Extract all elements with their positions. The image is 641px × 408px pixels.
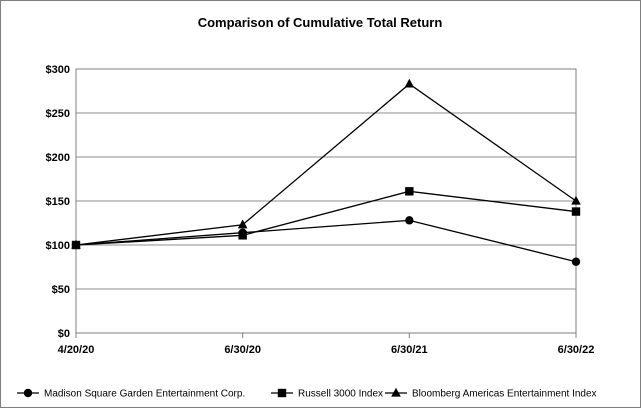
y-tick-label: $250 <box>46 108 70 120</box>
data-point-circle <box>405 216 414 225</box>
legend-item: Madison Square Garden Entertainment Corp… <box>17 389 245 400</box>
y-tick-label: $100 <box>46 240 70 252</box>
y-tick-label: $300 <box>46 64 70 76</box>
grid-lines <box>76 112 576 290</box>
series-line <box>75 219 577 263</box>
legend: Madison Square Garden Entertainment Corp… <box>17 387 597 400</box>
x-axis-tick-labels: 4/20/20 6/30/20 6/30/21 6/30/22 <box>58 333 595 356</box>
data-point-triangle <box>237 219 248 229</box>
legend-marker-circle <box>23 388 33 398</box>
series-lines <box>71 78 581 266</box>
data-point-triangle <box>404 78 415 88</box>
x-tick-label: 6/30/22 <box>558 344 595 356</box>
x-tick-label: 6/30/21 <box>391 344 428 356</box>
data-point-square <box>405 187 414 196</box>
y-tick-label: $150 <box>46 196 70 208</box>
legend-label: Madison Square Garden Entertainment Corp… <box>44 389 245 400</box>
legend-item: Russell 3000 Index <box>271 389 383 400</box>
legend-label: Russell 3000 Index <box>298 389 383 400</box>
chart-title: Comparison of Cumulative Total Return <box>198 15 443 30</box>
data-point-triangle <box>71 239 81 249</box>
series-line <box>75 190 577 246</box>
x-tick-label: 6/30/20 <box>224 344 261 356</box>
series-line <box>75 83 577 246</box>
data-point-circle <box>571 257 581 266</box>
data-point-square <box>571 207 581 216</box>
y-tick-label: $200 <box>46 152 70 164</box>
x-tick-label: 4/20/20 <box>58 344 95 356</box>
legend-marker-triangle <box>391 387 401 397</box>
legend-marker-square <box>277 388 287 398</box>
data-point-square <box>238 231 247 240</box>
series-triangle <box>71 78 581 249</box>
y-axis-tick-labels: $0 $50 $100 $150 $200 $250 $300 <box>46 64 70 340</box>
y-tick-label: $50 <box>52 284 70 296</box>
y-tick-label: $0 <box>58 328 70 340</box>
legend-item: Bloomberg Americas Entertainment Index <box>385 387 597 400</box>
legend-label: Bloomberg Americas Entertainment Index <box>412 389 597 400</box>
data-point-triangle <box>571 195 581 205</box>
